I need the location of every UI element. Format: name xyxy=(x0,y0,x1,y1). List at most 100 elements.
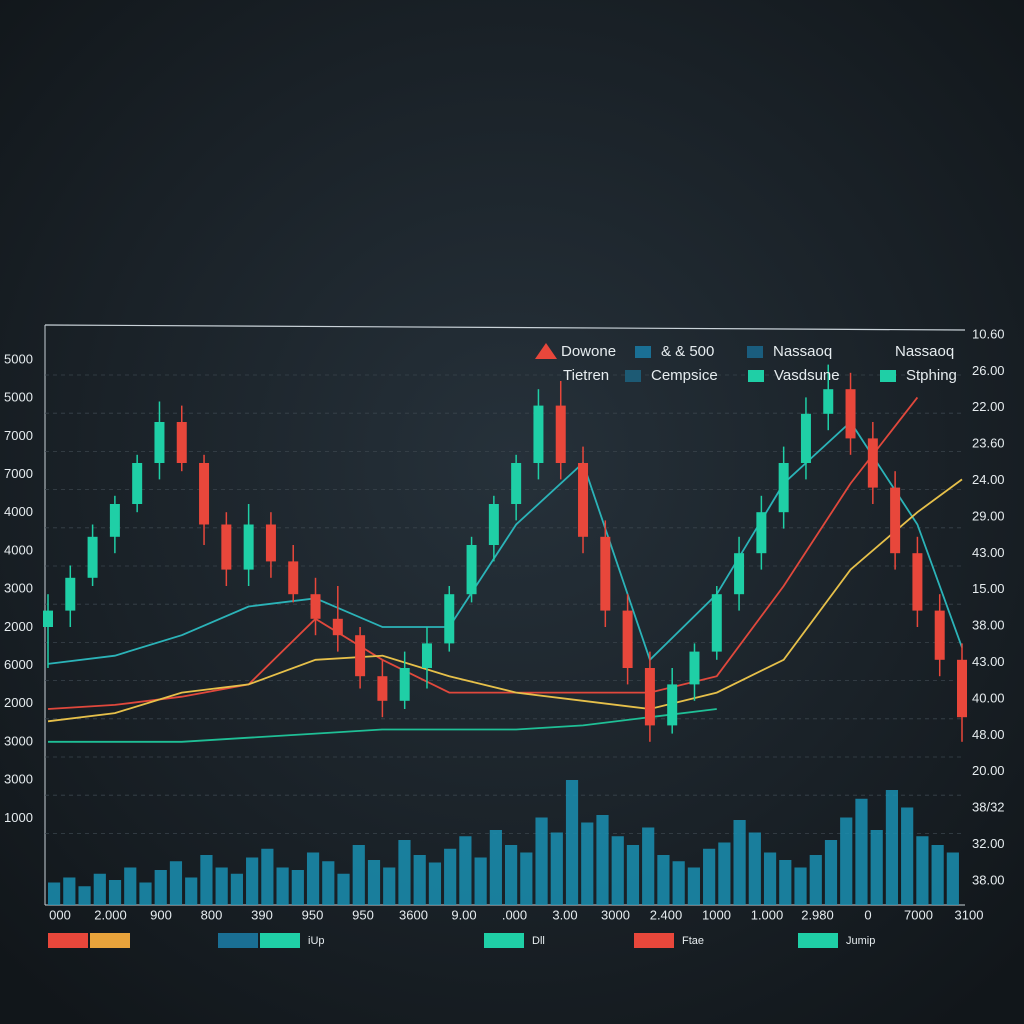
bottom-legend-label: Ftae xyxy=(682,935,704,947)
right-label: 48.00 xyxy=(972,727,1005,742)
ma-line xyxy=(47,478,963,723)
volume-bar xyxy=(916,836,929,905)
left-label: 3000 xyxy=(4,581,33,596)
candle-body xyxy=(533,405,544,463)
right-label: 15.00 xyxy=(972,581,1005,596)
left-label: 2000 xyxy=(4,619,33,634)
x-label: 2.980 xyxy=(801,907,834,922)
x-label: 0 xyxy=(864,907,871,922)
candle-body xyxy=(511,463,522,504)
right-label: 10.60 xyxy=(972,326,1005,341)
candle-body xyxy=(934,610,945,660)
volume-bar xyxy=(246,857,259,905)
candle-body xyxy=(644,668,655,726)
legend-label: Nassaoq xyxy=(895,343,954,360)
left-label: 4000 xyxy=(4,504,33,519)
volume-bar xyxy=(185,877,198,905)
volume-bar xyxy=(611,836,624,905)
right-label: 43.00 xyxy=(972,545,1005,560)
candle-body xyxy=(912,553,923,611)
candle-body xyxy=(555,405,566,463)
volume-bar xyxy=(763,852,777,905)
candle-body xyxy=(355,635,366,677)
candle-body xyxy=(845,389,856,439)
candle-body xyxy=(466,545,477,595)
volume-bar xyxy=(565,780,579,905)
x-label: 1.000 xyxy=(751,907,784,922)
candle-body xyxy=(43,610,53,627)
bottom-legend-swatch xyxy=(90,933,130,948)
x-label: 390 xyxy=(251,907,273,922)
candle-body xyxy=(734,553,745,595)
volume-bar xyxy=(520,852,533,905)
volume-bar xyxy=(642,827,655,905)
right-label: 38.00 xyxy=(972,872,1005,887)
volume-bar xyxy=(215,867,228,905)
candle-body xyxy=(622,610,633,668)
candle-body xyxy=(109,504,120,537)
volume-bar xyxy=(855,798,868,905)
legend-label: & & 500 xyxy=(661,343,714,360)
volume-bar xyxy=(718,842,731,905)
volume-bar xyxy=(885,790,899,905)
candle-body xyxy=(332,618,343,636)
volume-bar xyxy=(733,820,746,905)
candle-body xyxy=(65,577,76,611)
x-label: 3000 xyxy=(601,907,630,922)
volume-bar xyxy=(535,817,548,905)
x-label: 900 xyxy=(150,907,172,922)
legend-label: Nassaoq xyxy=(773,343,832,360)
candle-body xyxy=(154,422,165,463)
volume-bar xyxy=(322,861,335,905)
right-label: 38/32 xyxy=(972,800,1005,815)
x-label: 2.000 xyxy=(94,907,127,922)
candle-body xyxy=(444,594,455,644)
candle-body xyxy=(221,524,232,570)
x-label: 950 xyxy=(302,907,324,922)
right-label: 26.00 xyxy=(972,363,1005,378)
x-label: 2.400 xyxy=(650,907,683,922)
volume-bar xyxy=(459,836,472,905)
volume-bar xyxy=(63,877,76,905)
candle-body xyxy=(689,651,700,685)
legend-marker xyxy=(635,346,651,358)
legend-label: Vasdsune xyxy=(774,367,840,384)
left-label: 1000 xyxy=(4,810,33,825)
candle-body xyxy=(288,561,299,595)
volume-bar xyxy=(428,862,442,905)
legend-marker xyxy=(535,343,557,359)
ma-line xyxy=(47,396,919,710)
bottom-legend-swatch xyxy=(798,933,838,948)
legend-marker xyxy=(747,346,763,358)
bottom-legend-label: Jumip xyxy=(846,935,875,947)
volume-bar xyxy=(931,845,944,905)
volume-bar xyxy=(261,848,274,905)
volume-bar xyxy=(444,848,457,905)
volume-bar xyxy=(48,882,61,905)
x-label: 000 xyxy=(49,907,71,922)
ma-line xyxy=(48,708,717,743)
volume-bar xyxy=(93,873,106,905)
plot-border-top xyxy=(44,324,966,331)
volume-bar xyxy=(474,857,487,905)
volume-bar xyxy=(687,867,700,905)
volume-bar xyxy=(672,861,685,905)
right-label: 22.00 xyxy=(972,399,1005,414)
left-label: 3000 xyxy=(4,733,33,748)
left-label: 5000 xyxy=(4,390,33,405)
candle-body xyxy=(711,594,722,652)
volume-bar xyxy=(946,852,959,905)
legend-label: Cempsice xyxy=(651,367,718,384)
volume-bar xyxy=(505,845,518,905)
candle-body xyxy=(823,389,834,414)
volume-bar xyxy=(78,886,91,905)
volume-bar xyxy=(230,873,243,905)
x-label: .000 xyxy=(502,907,527,922)
bottom-legend-swatch xyxy=(484,933,524,948)
candle-body xyxy=(132,463,143,504)
legend-marker xyxy=(748,370,764,382)
volume-bar xyxy=(809,855,822,905)
bottom-legend-swatch xyxy=(260,933,300,948)
volume-bar xyxy=(398,840,411,905)
left-label: 2000 xyxy=(4,695,33,710)
